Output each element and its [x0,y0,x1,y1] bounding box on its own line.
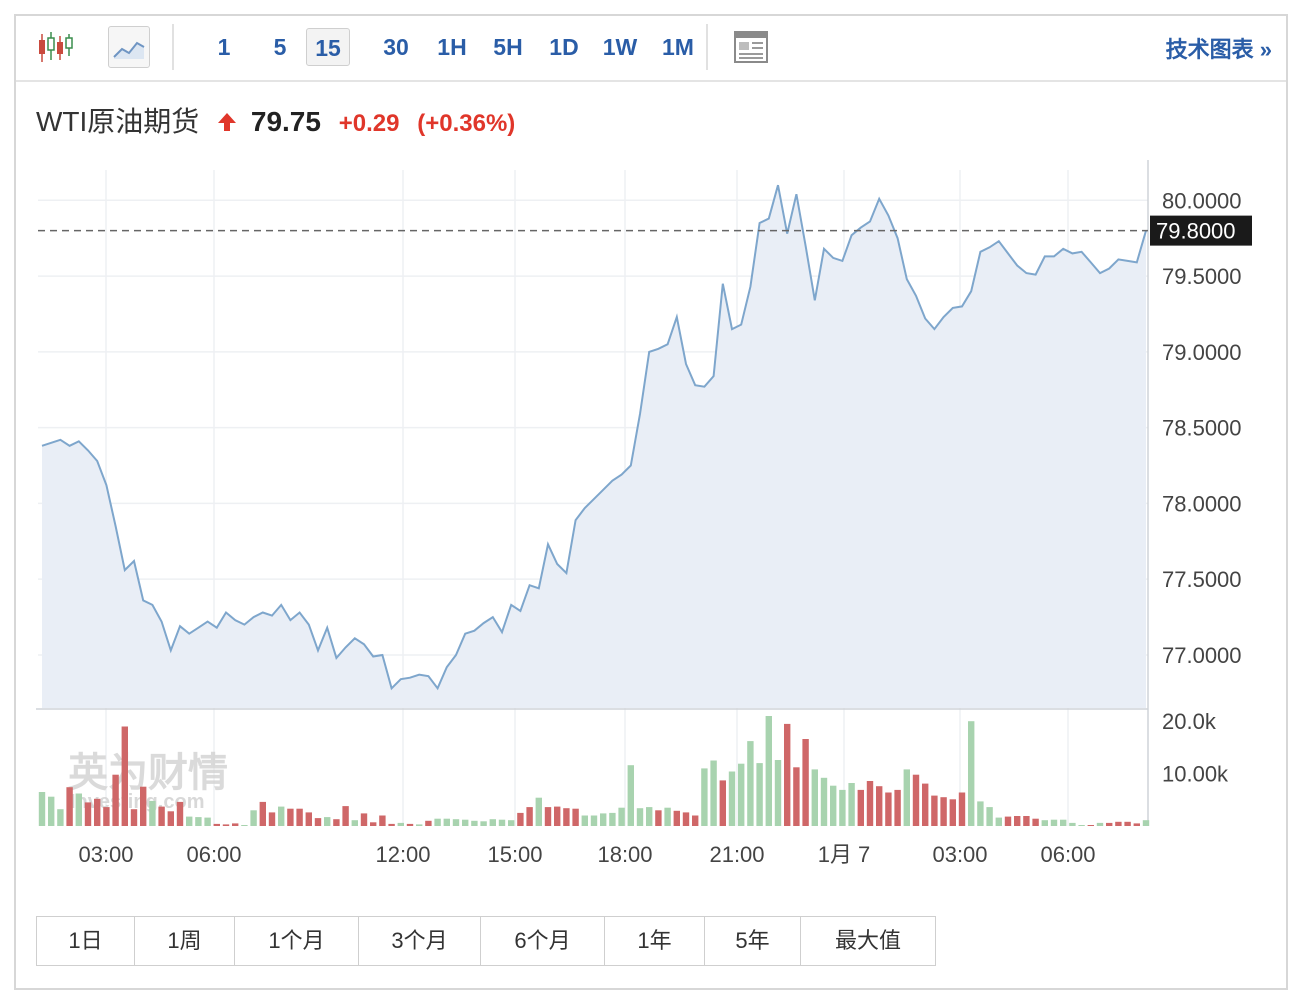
toolbar-divider [706,24,708,70]
timeframe-1d[interactable]: 1D [549,34,579,60]
price-change: +0.29 [338,110,400,137]
timeframe-15[interactable]: 15 [306,28,350,66]
range-selector: 1日 1周 1个月 3个月 6个月 1年 5年 最大值 [36,916,936,966]
instrument-header: WTI原油期货 79.75 +0.29 (+0.36%) [36,100,515,144]
timeframe-1h[interactable]: 1H [437,34,467,60]
candlestick-chart-icon[interactable] [34,26,76,68]
range-5[interactable]: 1年 [605,917,705,965]
last-price: 79.75 [250,106,321,137]
range-2[interactable]: 1个月 [235,917,359,965]
range-6[interactable]: 5年 [705,917,801,965]
news-overlay-icon[interactable] [730,26,772,68]
up-arrow-icon [218,113,237,131]
timeframe-5h[interactable]: 5H [493,34,523,60]
line-chart-icon[interactable] [108,26,150,68]
range-3[interactable]: 3个月 [359,917,481,965]
chart-widget [14,14,1288,990]
timeframe-1m[interactable]: 1M [662,34,694,60]
timeframe-1w[interactable]: 1W [602,34,638,60]
price-change-percent: (+0.36%) [417,110,516,137]
range-0[interactable]: 1日 [37,917,135,965]
technical-chart-link[interactable]: 技术图表 » [1165,37,1272,62]
range-1[interactable]: 1周 [135,917,235,965]
range-4[interactable]: 6个月 [481,917,605,965]
range-7[interactable]: 最大值 [834,928,901,953]
chart-toolbar: 1 5 15 30 1H 5H 1D 1W 1M 技术图表 » [16,16,1286,82]
timeframe-1[interactable]: 1 [217,34,231,60]
timeframe-30[interactable]: 30 [383,34,409,60]
toolbar-divider [172,24,174,70]
instrument-name: WTI原油期货 [36,106,200,137]
timeframe-5[interactable]: 5 [273,34,287,60]
